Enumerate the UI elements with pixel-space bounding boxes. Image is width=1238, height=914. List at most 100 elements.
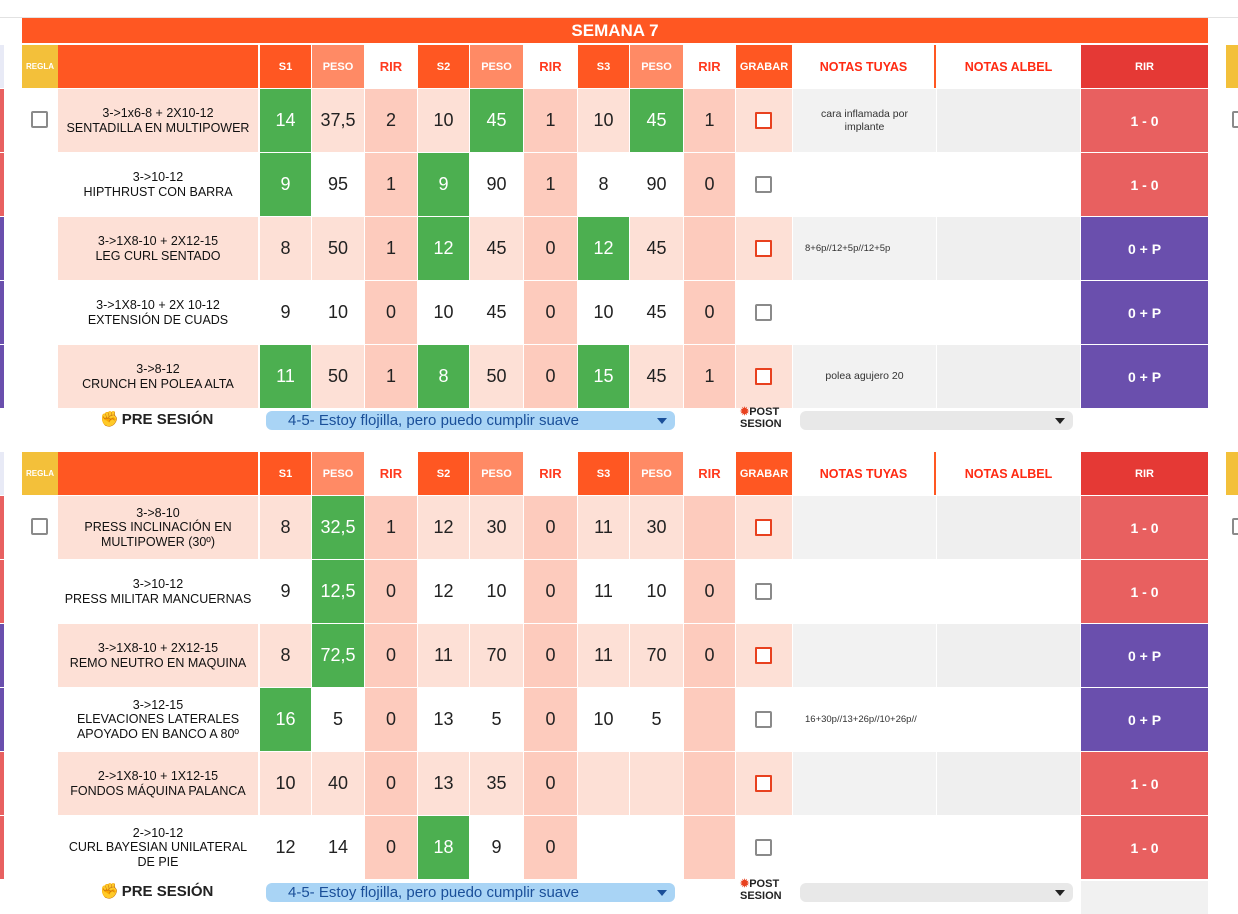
peso3-cell[interactable]: 30 <box>630 496 683 559</box>
s1-cell[interactable]: 9 <box>260 560 311 623</box>
peso2-cell[interactable]: 50 <box>470 345 523 408</box>
rir3-cell[interactable] <box>684 496 735 559</box>
s1-cell[interactable]: 12 <box>260 816 311 879</box>
grabar-checkbox[interactable] <box>755 839 772 856</box>
notas-tuyas-cell[interactable] <box>793 153 936 216</box>
peso3-cell[interactable]: 45 <box>630 345 683 408</box>
peso3-cell[interactable] <box>630 816 683 879</box>
notas-tuyas-cell[interactable]: cara inflamada por implante <box>793 89 936 152</box>
grabar-checkbox[interactable] <box>755 775 772 792</box>
notas-albel-cell[interactable] <box>937 560 1080 623</box>
next-sheet-checkbox[interactable] <box>1232 518 1238 535</box>
rir1-cell[interactable]: 2 <box>365 89 417 152</box>
peso2-cell[interactable]: 45 <box>470 281 523 344</box>
rir3-cell[interactable]: 0 <box>684 153 735 216</box>
s3-cell[interactable]: 11 <box>578 496 629 559</box>
s2-cell[interactable]: 13 <box>418 688 469 751</box>
rir3-cell[interactable] <box>684 816 735 879</box>
rir1-cell[interactable]: 1 <box>365 153 417 216</box>
post-session-dropdown[interactable] <box>800 411 1073 430</box>
regla-checkbox[interactable] <box>31 518 48 535</box>
s2-cell[interactable]: 12 <box>418 217 469 280</box>
rir2-cell[interactable]: 0 <box>524 688 577 751</box>
s1-cell[interactable]: 9 <box>260 153 311 216</box>
rir3-cell[interactable]: 0 <box>684 281 735 344</box>
rir2-cell[interactable]: 0 <box>524 560 577 623</box>
s3-cell[interactable]: 8 <box>578 153 629 216</box>
grabar-checkbox[interactable] <box>755 368 772 385</box>
s1-cell[interactable]: 8 <box>260 624 311 687</box>
s3-cell[interactable]: 12 <box>578 217 629 280</box>
rir1-cell[interactable]: 0 <box>365 816 417 879</box>
s2-cell[interactable]: 13 <box>418 752 469 815</box>
notas-albel-cell[interactable] <box>937 688 1080 751</box>
s1-cell[interactable]: 16 <box>260 688 311 751</box>
peso2-cell[interactable]: 10 <box>470 560 523 623</box>
rir3-cell[interactable]: 0 <box>684 560 735 623</box>
notas-albel-cell[interactable] <box>937 496 1080 559</box>
grabar-checkbox[interactable] <box>755 240 772 257</box>
peso2-cell[interactable]: 9 <box>470 816 523 879</box>
rir2-cell[interactable]: 1 <box>524 153 577 216</box>
s3-cell[interactable]: 11 <box>578 560 629 623</box>
rir1-cell[interactable]: 0 <box>365 281 417 344</box>
rir3-cell[interactable]: 1 <box>684 345 735 408</box>
notas-tuyas-cell[interactable] <box>793 496 936 559</box>
peso3-cell[interactable] <box>630 752 683 815</box>
peso2-cell[interactable]: 30 <box>470 496 523 559</box>
peso1-cell[interactable]: 37,5 <box>312 89 364 152</box>
notas-tuyas-cell[interactable]: polea agujero 20 <box>793 345 936 408</box>
notas-tuyas-cell[interactable] <box>793 281 936 344</box>
s1-cell[interactable]: 8 <box>260 496 311 559</box>
s3-cell[interactable]: 15 <box>578 345 629 408</box>
s3-cell[interactable]: 10 <box>578 281 629 344</box>
rir3-cell[interactable]: 0 <box>684 624 735 687</box>
s3-cell[interactable]: 11 <box>578 624 629 687</box>
rir2-cell[interactable]: 0 <box>524 281 577 344</box>
regla-checkbox[interactable] <box>31 111 48 128</box>
peso2-cell[interactable]: 5 <box>470 688 523 751</box>
notas-albel-cell[interactable] <box>937 816 1080 879</box>
s1-cell[interactable]: 11 <box>260 345 311 408</box>
rir3-cell[interactable] <box>684 752 735 815</box>
notas-tuyas-cell[interactable]: 16+30p//13+26p//10+26p// <box>793 688 1083 751</box>
rir3-cell[interactable]: 1 <box>684 89 735 152</box>
rir3-cell[interactable] <box>684 217 735 280</box>
s3-cell[interactable] <box>578 816 629 879</box>
rir3-cell[interactable] <box>684 688 735 751</box>
notas-albel-cell[interactable] <box>937 153 1080 216</box>
peso1-cell[interactable]: 95 <box>312 153 364 216</box>
grabar-checkbox[interactable] <box>755 647 772 664</box>
peso3-cell[interactable]: 45 <box>630 89 683 152</box>
grabar-checkbox[interactable] <box>755 112 772 129</box>
s3-cell[interactable]: 10 <box>578 89 629 152</box>
grabar-checkbox[interactable] <box>755 519 772 536</box>
notas-albel-cell[interactable] <box>937 89 1080 152</box>
notas-albel-cell[interactable] <box>937 217 1080 280</box>
grabar-checkbox[interactable] <box>755 304 772 321</box>
peso3-cell[interactable]: 90 <box>630 153 683 216</box>
peso1-cell[interactable]: 72,5 <box>312 624 364 687</box>
rir1-cell[interactable]: 1 <box>365 496 417 559</box>
notas-albel-cell[interactable] <box>937 624 1080 687</box>
notas-albel-cell[interactable] <box>937 345 1080 408</box>
peso2-cell[interactable]: 90 <box>470 153 523 216</box>
peso2-cell[interactable]: 45 <box>470 89 523 152</box>
notas-albel-cell[interactable] <box>937 281 1080 344</box>
notas-albel-cell[interactable] <box>937 752 1080 815</box>
s3-cell[interactable] <box>578 752 629 815</box>
peso1-cell[interactable]: 10 <box>312 281 364 344</box>
rir2-cell[interactable]: 0 <box>524 345 577 408</box>
rir1-cell[interactable]: 1 <box>365 345 417 408</box>
s2-cell[interactable]: 11 <box>418 624 469 687</box>
s1-cell[interactable]: 8 <box>260 217 311 280</box>
s2-cell[interactable]: 8 <box>418 345 469 408</box>
peso3-cell[interactable]: 5 <box>630 688 683 751</box>
peso1-cell[interactable]: 5 <box>312 688 364 751</box>
s2-cell[interactable]: 9 <box>418 153 469 216</box>
rir2-cell[interactable]: 0 <box>524 217 577 280</box>
peso3-cell[interactable]: 70 <box>630 624 683 687</box>
grabar-checkbox[interactable] <box>755 176 772 193</box>
rir2-cell[interactable]: 1 <box>524 89 577 152</box>
peso1-cell[interactable]: 40 <box>312 752 364 815</box>
